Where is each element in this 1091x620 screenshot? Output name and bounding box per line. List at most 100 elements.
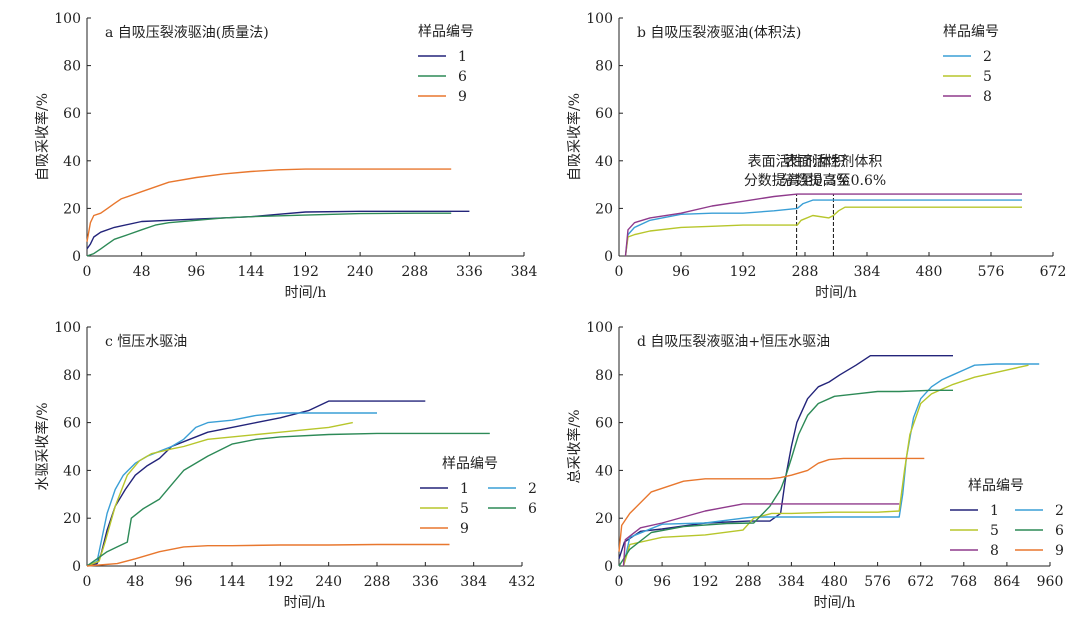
x-tick-label: 432	[509, 574, 536, 590]
legend-label: 6	[1055, 523, 1064, 539]
annotation-text: 表面活性剂体积	[748, 154, 846, 170]
series-line-5	[624, 206, 1022, 257]
legend-label: 1	[990, 503, 999, 519]
x-tick-label: 96	[187, 264, 205, 280]
series-line-8	[622, 503, 900, 567]
y-tick-label: 60	[595, 416, 613, 432]
x-tick-label: 336	[456, 264, 483, 280]
annotation-text: 表面活性剂体积	[784, 154, 882, 170]
x-axis-label: 时间/h	[815, 285, 857, 301]
x-tick-label: 144	[219, 574, 246, 590]
y-tick-label: 60	[63, 106, 81, 122]
y-tick-label: 0	[604, 249, 613, 265]
legend-title: 样品编号	[418, 24, 474, 40]
x-tick-label: 192	[692, 574, 719, 590]
panel-title: b 自吸压裂液驱油(体积法)	[637, 25, 801, 41]
x-tick-label: 192	[292, 264, 319, 280]
x-tick-label: 144	[238, 264, 265, 280]
legend: 样品编号 1 6 9	[418, 24, 474, 105]
x-tick-label: 96	[672, 264, 690, 280]
series-line-2	[624, 199, 1022, 257]
x-tick-label: 576	[978, 264, 1005, 280]
x-tick-label: 288	[792, 264, 819, 280]
series-line-9	[618, 457, 925, 552]
x-tick-label: 240	[315, 574, 342, 590]
legend-label: 8	[990, 543, 999, 559]
panel-b: 0 20 40 60 80 100 0 96 192 288 384 480 576 672 时间/h 自吸采…	[566, 11, 1066, 301]
y-tick-label: 20	[63, 511, 81, 527]
y-tick-label: 100	[54, 320, 81, 336]
series-line-2	[86, 412, 377, 567]
legend-label: 6	[458, 69, 467, 85]
y-tick-label: 20	[63, 201, 81, 217]
y-tick-label: 80	[63, 59, 81, 75]
x-tick-label: 192	[267, 574, 294, 590]
series-line-9	[86, 168, 452, 242]
y-tick-label: 80	[63, 368, 81, 384]
legend-label: 2	[1055, 503, 1064, 519]
x-tick-label: 480	[821, 574, 848, 590]
series-line-6	[86, 212, 452, 257]
x-tick-label: 96	[653, 574, 671, 590]
legend-label: 6	[528, 501, 537, 517]
y-tick-label: 0	[604, 559, 613, 575]
y-tick-label: 40	[595, 463, 613, 479]
legend-label: 1	[460, 481, 469, 497]
series-line-8	[624, 193, 1022, 257]
y-tick-label: 100	[54, 11, 81, 27]
x-tick-label: 768	[950, 574, 977, 590]
x-tick-label: 192	[730, 264, 757, 280]
annotation-text: 分数提高至0.6%	[781, 172, 887, 189]
y-tick-label: 100	[586, 320, 613, 336]
legend-title: 样品编号	[442, 456, 498, 472]
series-line-1	[618, 355, 953, 560]
legend-label: 5	[983, 69, 992, 85]
x-tick-label: 384	[778, 574, 805, 590]
legend: 样品编号 1 2 5 6 9	[420, 456, 537, 537]
x-tick-label: 480	[916, 264, 943, 280]
y-axis-label: 总采收率/%	[566, 409, 583, 483]
x-axis-label: 时间/h	[814, 595, 856, 611]
x-axis-label: 时间/h	[285, 285, 327, 301]
y-axis-label: 自吸采收率/%	[34, 93, 51, 181]
y-tick-label: 80	[595, 368, 613, 384]
series-line-6	[86, 432, 490, 567]
y-tick-label: 80	[595, 59, 613, 75]
x-tick-label: 0	[615, 574, 624, 590]
x-tick-label: 0	[83, 574, 92, 590]
y-tick-label: 60	[63, 416, 81, 432]
series-line-1	[86, 210, 470, 250]
x-tick-label: 384	[854, 264, 881, 280]
legend-label: 1	[458, 49, 467, 65]
x-tick-label: 384	[511, 264, 538, 280]
legend-label: 2	[528, 481, 537, 497]
x-tick-label: 864	[994, 574, 1021, 590]
legend-title: 样品编号	[968, 478, 1024, 494]
y-tick-label: 40	[595, 154, 613, 170]
y-tick-label: 40	[63, 463, 81, 479]
legend-label: 5	[460, 501, 469, 517]
panel-title: d 自吸压裂液驱油+恒压水驱油	[637, 334, 830, 350]
x-tick-label: 672	[907, 574, 934, 590]
legend: 样品编号 2 5 8	[943, 24, 999, 105]
x-tick-label: 240	[347, 264, 374, 280]
series-line-5	[86, 421, 353, 567]
legend-label: 5	[990, 523, 999, 539]
annotation-text: 分数提高至0.3%	[744, 172, 850, 189]
y-axis-label: 自吸采收率/%	[566, 93, 583, 181]
y-tick-label: 40	[63, 154, 81, 170]
panel-title: c 恒压水驱油	[105, 334, 187, 350]
series-line-6	[618, 389, 953, 567]
x-tick-label: 0	[83, 264, 92, 280]
x-tick-label: 96	[175, 574, 193, 590]
legend-title: 样品编号	[943, 24, 999, 40]
x-tick-label: 288	[364, 574, 391, 590]
y-tick-label: 60	[595, 106, 613, 122]
legend-label: 9	[460, 521, 469, 537]
legend-label: 9	[1055, 543, 1064, 559]
x-tick-label: 48	[133, 264, 151, 280]
x-tick-label: 384	[460, 574, 487, 590]
